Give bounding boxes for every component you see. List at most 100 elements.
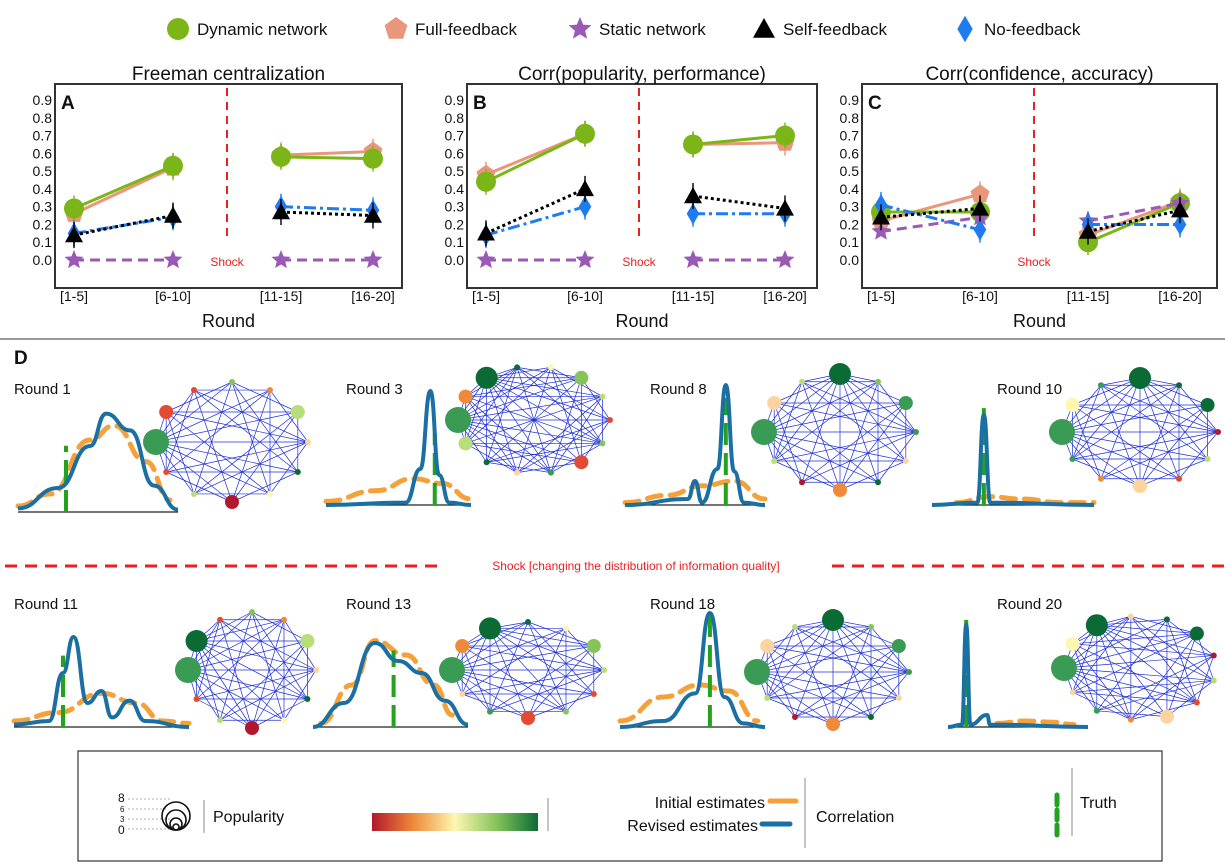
network-node: [599, 440, 606, 447]
y-tick-label: 0.0: [840, 252, 860, 268]
network-edge: [231, 381, 299, 473]
network-node: [1163, 616, 1170, 623]
network-node: [1085, 614, 1108, 637]
y-tick-label: 0.7: [33, 128, 53, 144]
series-self-point: [364, 206, 382, 223]
network-edge: [1096, 619, 1167, 626]
network-edge: [489, 628, 605, 671]
network-node: [767, 396, 782, 410]
network-node: [245, 721, 259, 735]
network-edge: [756, 626, 872, 673]
network-edges: [1061, 377, 1219, 487]
network-edge: [773, 381, 879, 462]
network-edge: [486, 377, 611, 421]
network-edge: [486, 461, 551, 473]
network-node: [1129, 367, 1151, 389]
network-edge: [1178, 431, 1219, 479]
network-node: [574, 455, 589, 470]
network-node: [574, 370, 589, 385]
snapshot-round-label: Round 1: [14, 381, 71, 398]
series-self-point: [1171, 201, 1189, 218]
panel-b-label: B: [473, 93, 487, 114]
network-node: [267, 387, 273, 394]
series-self-point: [65, 226, 83, 243]
network-node: [601, 667, 607, 673]
network-edge: [465, 396, 603, 444]
network-node: [1176, 475, 1182, 482]
network-node: [751, 419, 777, 445]
network-edge: [1072, 458, 1141, 487]
network-edge: [1166, 680, 1215, 717]
network-edge: [1072, 404, 1180, 480]
network-node: [483, 459, 490, 466]
network-edge: [832, 619, 900, 699]
y-tick-label: 0.3: [33, 199, 53, 215]
network-edge: [756, 671, 899, 699]
network-edges: [187, 611, 317, 729]
network-node: [1133, 479, 1147, 493]
network-edge: [832, 619, 872, 718]
network-edge: [187, 640, 308, 671]
network-node: [607, 417, 613, 423]
network-edge: [794, 626, 900, 699]
network-edge: [166, 381, 233, 413]
network-edge: [1072, 691, 1197, 703]
series-full-segment: [1087, 199, 1181, 237]
network-edge: [269, 389, 309, 443]
network-edge: [794, 645, 900, 718]
network-edge: [1061, 384, 1180, 433]
network-edge: [489, 669, 605, 712]
x-tick-label: [6-10]: [567, 288, 603, 304]
network-edge: [801, 381, 917, 433]
network-edge: [1096, 655, 1214, 712]
x-tick-label: [1-5]: [60, 288, 88, 304]
y-tick-label: 0.1: [840, 234, 860, 250]
series-self-segment: [880, 206, 981, 219]
network-node: [799, 479, 805, 486]
network-edge: [193, 441, 309, 495]
y-tick-label: 0.8: [840, 110, 860, 126]
network-edge: [165, 411, 271, 495]
network-edge: [465, 443, 582, 463]
snapshot-top-1: Round 3: [323, 364, 613, 507]
network-node: [760, 639, 775, 653]
series-static-point: [163, 250, 183, 269]
shock-label: Shock: [622, 255, 656, 269]
network-node: [304, 696, 311, 702]
x-tick-label: [16-20]: [1158, 288, 1202, 304]
network-edge: [451, 645, 594, 671]
y-tick-label: 0.5: [33, 163, 53, 179]
snapshot-bottom-2: Round 18: [617, 596, 912, 731]
network-edge: [1072, 616, 1132, 693]
network-edge: [219, 619, 308, 700]
network-edge: [219, 640, 308, 721]
series-none-point: [578, 195, 592, 218]
panel-d-snapshots: Round 1 Round 3 Round 8 Round 10 Round 11 Rou…: [11, 363, 1221, 735]
network-edge: [1130, 616, 1197, 634]
network-edge: [1061, 431, 1180, 480]
network-node: [875, 378, 881, 385]
series-static-point: [64, 250, 84, 269]
popularity-tick-0: 0: [118, 823, 125, 837]
network-edge: [269, 441, 309, 495]
network-node: [833, 483, 847, 497]
network-edge: [773, 381, 803, 462]
network-edge: [1139, 385, 1180, 487]
network-edge: [193, 389, 233, 503]
network-edge: [1096, 624, 1198, 703]
network-edge: [166, 471, 233, 503]
series-dynamic-segment: [73, 164, 174, 210]
network-edge: [155, 411, 298, 443]
network-edge: [756, 645, 899, 673]
network-edge: [527, 693, 594, 719]
network-edge: [251, 640, 308, 729]
network-node: [1093, 707, 1100, 714]
network-node: [514, 364, 521, 371]
popularity-tick-6: 6: [120, 805, 125, 814]
network-edge: [193, 389, 299, 473]
revised-estimates-density: [947, 622, 1089, 729]
network-node: [764, 695, 771, 701]
panel-b-frame: [466, 83, 818, 289]
network-edge: [155, 389, 271, 443]
